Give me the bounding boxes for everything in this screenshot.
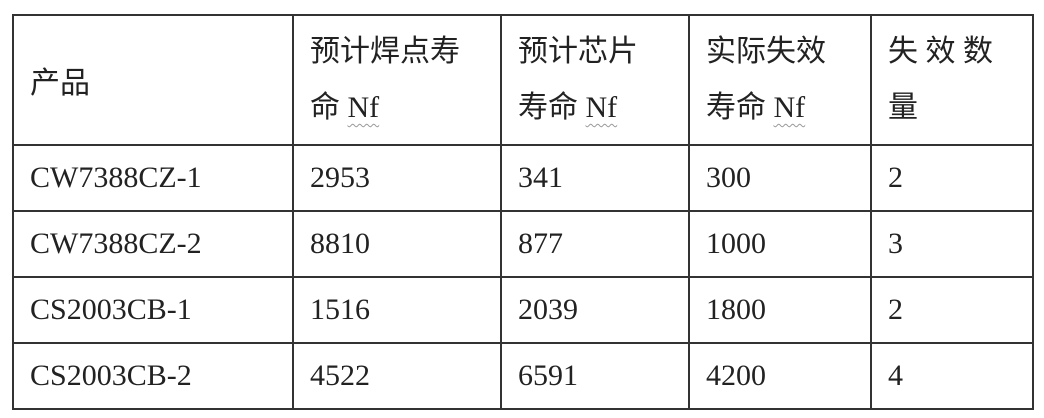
cell-failure-count: 2 (870, 276, 1034, 344)
header-unit: Nf (773, 91, 806, 124)
cell-actual-life: 1000 (688, 210, 872, 278)
header-row: 产品 预计焊点寿命 Nf 预计芯片寿命 Nf 实际失效寿命 Nf 失 效 数量 (12, 14, 1034, 146)
header-text: 预计焊点寿 (310, 35, 460, 68)
cell-chip-life: 6591 (500, 342, 690, 410)
cell-solder-life: 8810 (292, 210, 502, 278)
cell-failure-count: 2 (870, 144, 1034, 212)
header-text: 实际失效 (706, 35, 826, 68)
header-unit: Nf (585, 91, 618, 124)
cell-actual-life: 4200 (688, 342, 872, 410)
header-cell-product: 产品 (12, 14, 294, 146)
cell-actual-life: 1800 (688, 276, 872, 344)
cell-chip-life: 341 (500, 144, 690, 212)
cell-failure-count: 3 (870, 210, 1034, 278)
header-text: 寿命 (518, 91, 586, 124)
header-text: 命 (310, 91, 348, 124)
cell-actual-life: 300 (688, 144, 872, 212)
table-row: CS2003CB-1 1516 2039 1800 2 (12, 276, 1034, 344)
cell-product: CW7388CZ-1 (12, 144, 294, 212)
header-text: 失 效 数 (888, 35, 993, 68)
cell-solder-life: 4522 (292, 342, 502, 410)
header-text: 预计芯片 (518, 35, 638, 68)
failure-life-table: 产品 预计焊点寿命 Nf 预计芯片 寿命 Nf 实际失效 寿命 Nf 失 效 数量 … (12, 14, 1034, 410)
table-row: CW7388CZ-2 8810 877 1000 3 (12, 210, 1034, 278)
header-cell-failure-count: 失 效 数量 (870, 14, 1034, 146)
cell-product: CS2003CB-1 (12, 276, 294, 344)
cell-chip-life: 2039 (500, 276, 690, 344)
cell-product: CS2003CB-2 (12, 342, 294, 410)
header-cell-predicted-chip-life: 预计芯片寿命 Nf (500, 14, 690, 146)
table-row: CW7388CZ-1 2953 341 300 2 (12, 144, 1034, 212)
cell-solder-life: 1516 (292, 276, 502, 344)
cell-solder-life: 2953 (292, 144, 502, 212)
cell-failure-count: 4 (870, 342, 1034, 410)
table-row: CS2003CB-2 4522 6591 4200 4 (12, 342, 1034, 410)
cell-chip-life: 877 (500, 210, 690, 278)
header-text: 量 (888, 91, 918, 124)
header-cell-actual-failure-life: 实际失效寿命 Nf (688, 14, 872, 146)
cell-product: CW7388CZ-2 (12, 210, 294, 278)
header-cell-predicted-solder-life: 预计焊点寿命 Nf (292, 14, 502, 146)
header-text: 寿命 (706, 91, 774, 124)
header-text: 产品 (30, 67, 90, 100)
header-unit: Nf (347, 91, 380, 124)
